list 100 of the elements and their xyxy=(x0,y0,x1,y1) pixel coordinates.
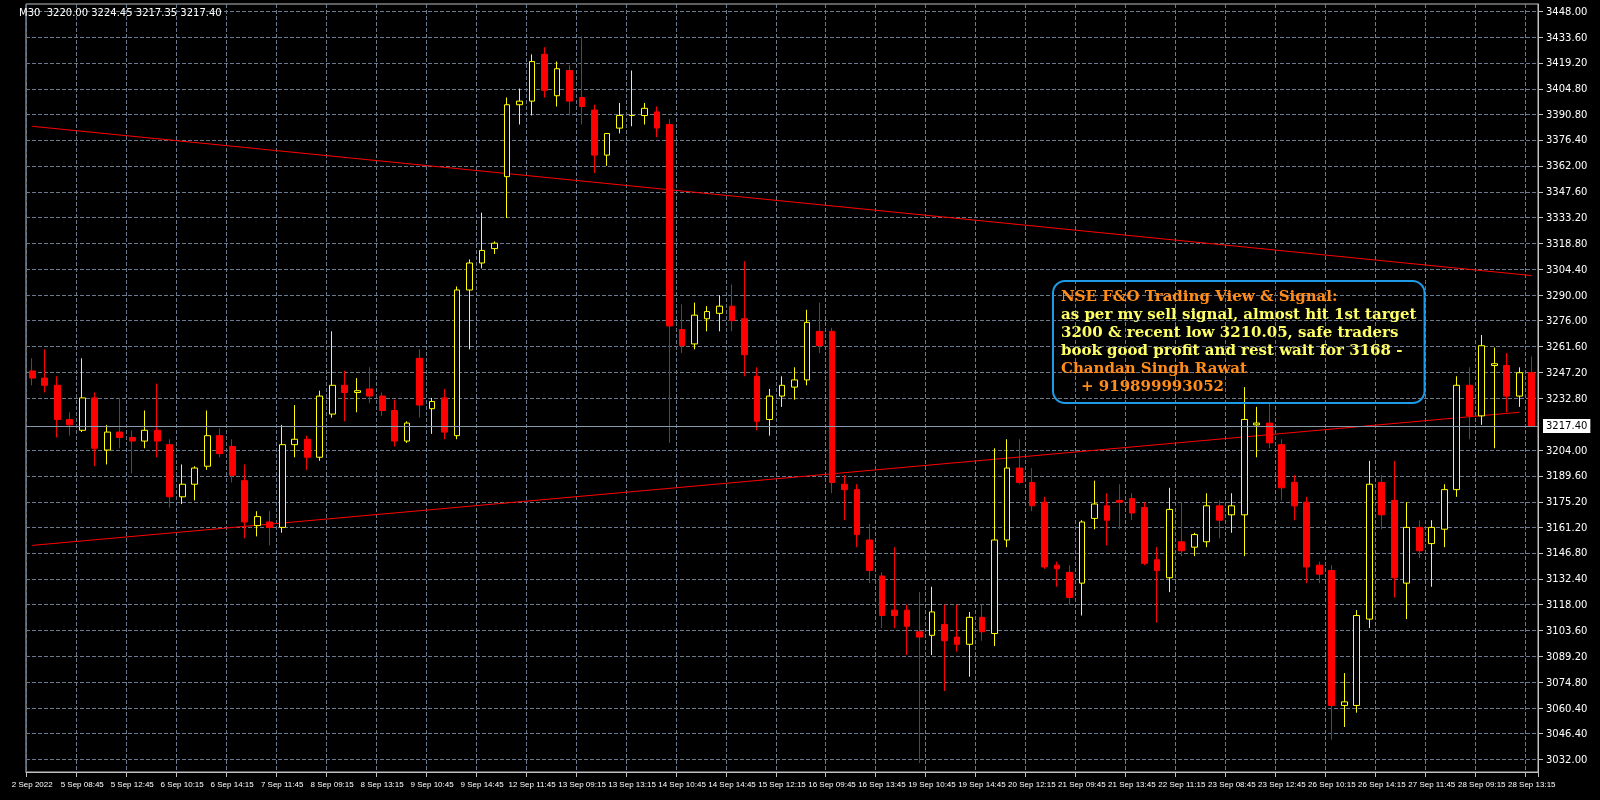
candlestick xyxy=(29,357,36,386)
candlestick xyxy=(1328,564,1335,741)
x-tick-label: 14 Sep 10:45 xyxy=(658,779,707,789)
candlestick xyxy=(1303,496,1310,584)
x-tick-label: 15 Sep 12:15 xyxy=(758,779,807,789)
candlestick xyxy=(629,70,635,127)
candlestick xyxy=(679,303,685,354)
candlestick xyxy=(104,424,111,465)
candlestick xyxy=(66,411,73,437)
candlestick xyxy=(141,409,148,449)
candlestick xyxy=(741,260,748,377)
candlestick xyxy=(316,390,323,462)
candlestick xyxy=(541,46,548,99)
x-tick-label: 9 Sep 10:45 xyxy=(410,779,455,789)
candlestick xyxy=(766,388,773,437)
candlestick xyxy=(616,102,623,134)
candlestick xyxy=(941,604,948,692)
candlestick xyxy=(79,357,86,433)
candlestick xyxy=(1241,386,1248,557)
candlestick xyxy=(1516,366,1523,408)
candlestick xyxy=(1041,496,1048,570)
candlestick xyxy=(1178,501,1185,557)
candlestick xyxy=(604,133,610,167)
candlestick xyxy=(216,427,223,458)
candlestick xyxy=(1203,492,1210,548)
candlestick xyxy=(241,463,248,539)
candlestick xyxy=(704,305,710,332)
x-tick-label: 5 Sep 08:45 xyxy=(60,779,105,789)
candlestick xyxy=(641,102,648,126)
y-tick-label: 3347.60 xyxy=(1546,186,1588,198)
y-tick-label: 3032.00 xyxy=(1546,753,1588,765)
y-tick-label: 3232.80 xyxy=(1546,392,1588,404)
candlestick xyxy=(1441,483,1448,548)
x-tick-label: 16 Sep 09:45 xyxy=(808,779,857,789)
x-tick-label: 7 Sep 11:45 xyxy=(260,779,304,789)
candlestick xyxy=(716,294,723,332)
candlestick xyxy=(1341,672,1348,728)
annotation: NSE F&O Trading View & Signal: xyxy=(1061,287,1338,305)
candlestick xyxy=(691,302,698,350)
candlestick xyxy=(1428,519,1435,588)
candlestick xyxy=(304,435,311,471)
candlestick xyxy=(1079,519,1085,617)
candlestick xyxy=(154,383,161,458)
candlestick xyxy=(991,447,998,647)
x-tick-label: 26 Sep 10:15 xyxy=(1308,779,1357,789)
y-tick-label: 3146.80 xyxy=(1546,547,1588,559)
x-tick-label: 20 Sep 12:15 xyxy=(1008,779,1057,789)
candlestick xyxy=(579,35,585,126)
candlestick xyxy=(1129,492,1135,521)
candlestick xyxy=(429,397,435,435)
candlestick xyxy=(1528,356,1535,427)
candlestick xyxy=(366,366,373,404)
y-tick-label: 3404.80 xyxy=(1546,83,1588,95)
candlestick xyxy=(1054,561,1060,588)
candlestick xyxy=(879,571,885,629)
y-tick-label: 3304.40 xyxy=(1546,263,1588,275)
y-tick-label: 3189.60 xyxy=(1546,470,1588,482)
candlestick xyxy=(1416,519,1423,559)
candlestick xyxy=(566,64,573,117)
y-tick-label: 3276.00 xyxy=(1546,315,1588,327)
candlestick xyxy=(454,285,460,440)
candlestick xyxy=(791,366,798,401)
candlestick xyxy=(404,420,410,444)
x-tick-label: 14 Sep 14:45 xyxy=(708,779,757,789)
candlestick xyxy=(1316,561,1323,584)
candlestick xyxy=(1154,546,1160,624)
y-tick-label: 3175.20 xyxy=(1546,496,1588,508)
x-tick-label: 23 Sep 12:45 xyxy=(1258,779,1307,789)
x-tick-label: 13 Sep 09:15 xyxy=(558,779,607,789)
candlestick xyxy=(1228,492,1235,534)
candlestick xyxy=(516,88,523,126)
candlestick xyxy=(229,438,236,483)
candlestick xyxy=(166,438,173,509)
y-tick-label: 3132.40 xyxy=(1546,573,1588,585)
x-tick-label: 16 Sep 13:45 xyxy=(858,779,907,789)
candlestick xyxy=(504,97,510,219)
x-tick-label: 28 Sep 09:15 xyxy=(1457,779,1507,789)
candlestick xyxy=(116,397,123,449)
annotation: 3200 & recent low 3210.05, safe traders xyxy=(1061,323,1399,341)
candlestick xyxy=(1291,474,1298,521)
y-tick-label: 3046.40 xyxy=(1546,728,1588,740)
candlestick xyxy=(1403,501,1410,620)
candlestick xyxy=(391,399,398,447)
candlestick xyxy=(866,523,873,584)
candlestick xyxy=(341,370,348,422)
candlestick xyxy=(191,465,198,501)
candlestick xyxy=(1091,480,1098,530)
x-tick-label: 9 Sep 14:45 xyxy=(460,779,505,789)
y-tick-label: 3074.80 xyxy=(1546,676,1588,688)
candlestick xyxy=(441,388,448,440)
candlestick xyxy=(479,212,485,269)
candlestick xyxy=(654,106,660,138)
y-tick-label: 3103.60 xyxy=(1546,625,1588,637)
candlestick xyxy=(1066,564,1073,606)
candlestick xyxy=(966,611,973,678)
candlestick xyxy=(279,424,286,534)
candlestick xyxy=(379,392,386,417)
candlestick xyxy=(954,604,960,652)
candlestick xyxy=(841,474,848,521)
x-tick-label: 27 Sep 11:45 xyxy=(1408,779,1456,789)
